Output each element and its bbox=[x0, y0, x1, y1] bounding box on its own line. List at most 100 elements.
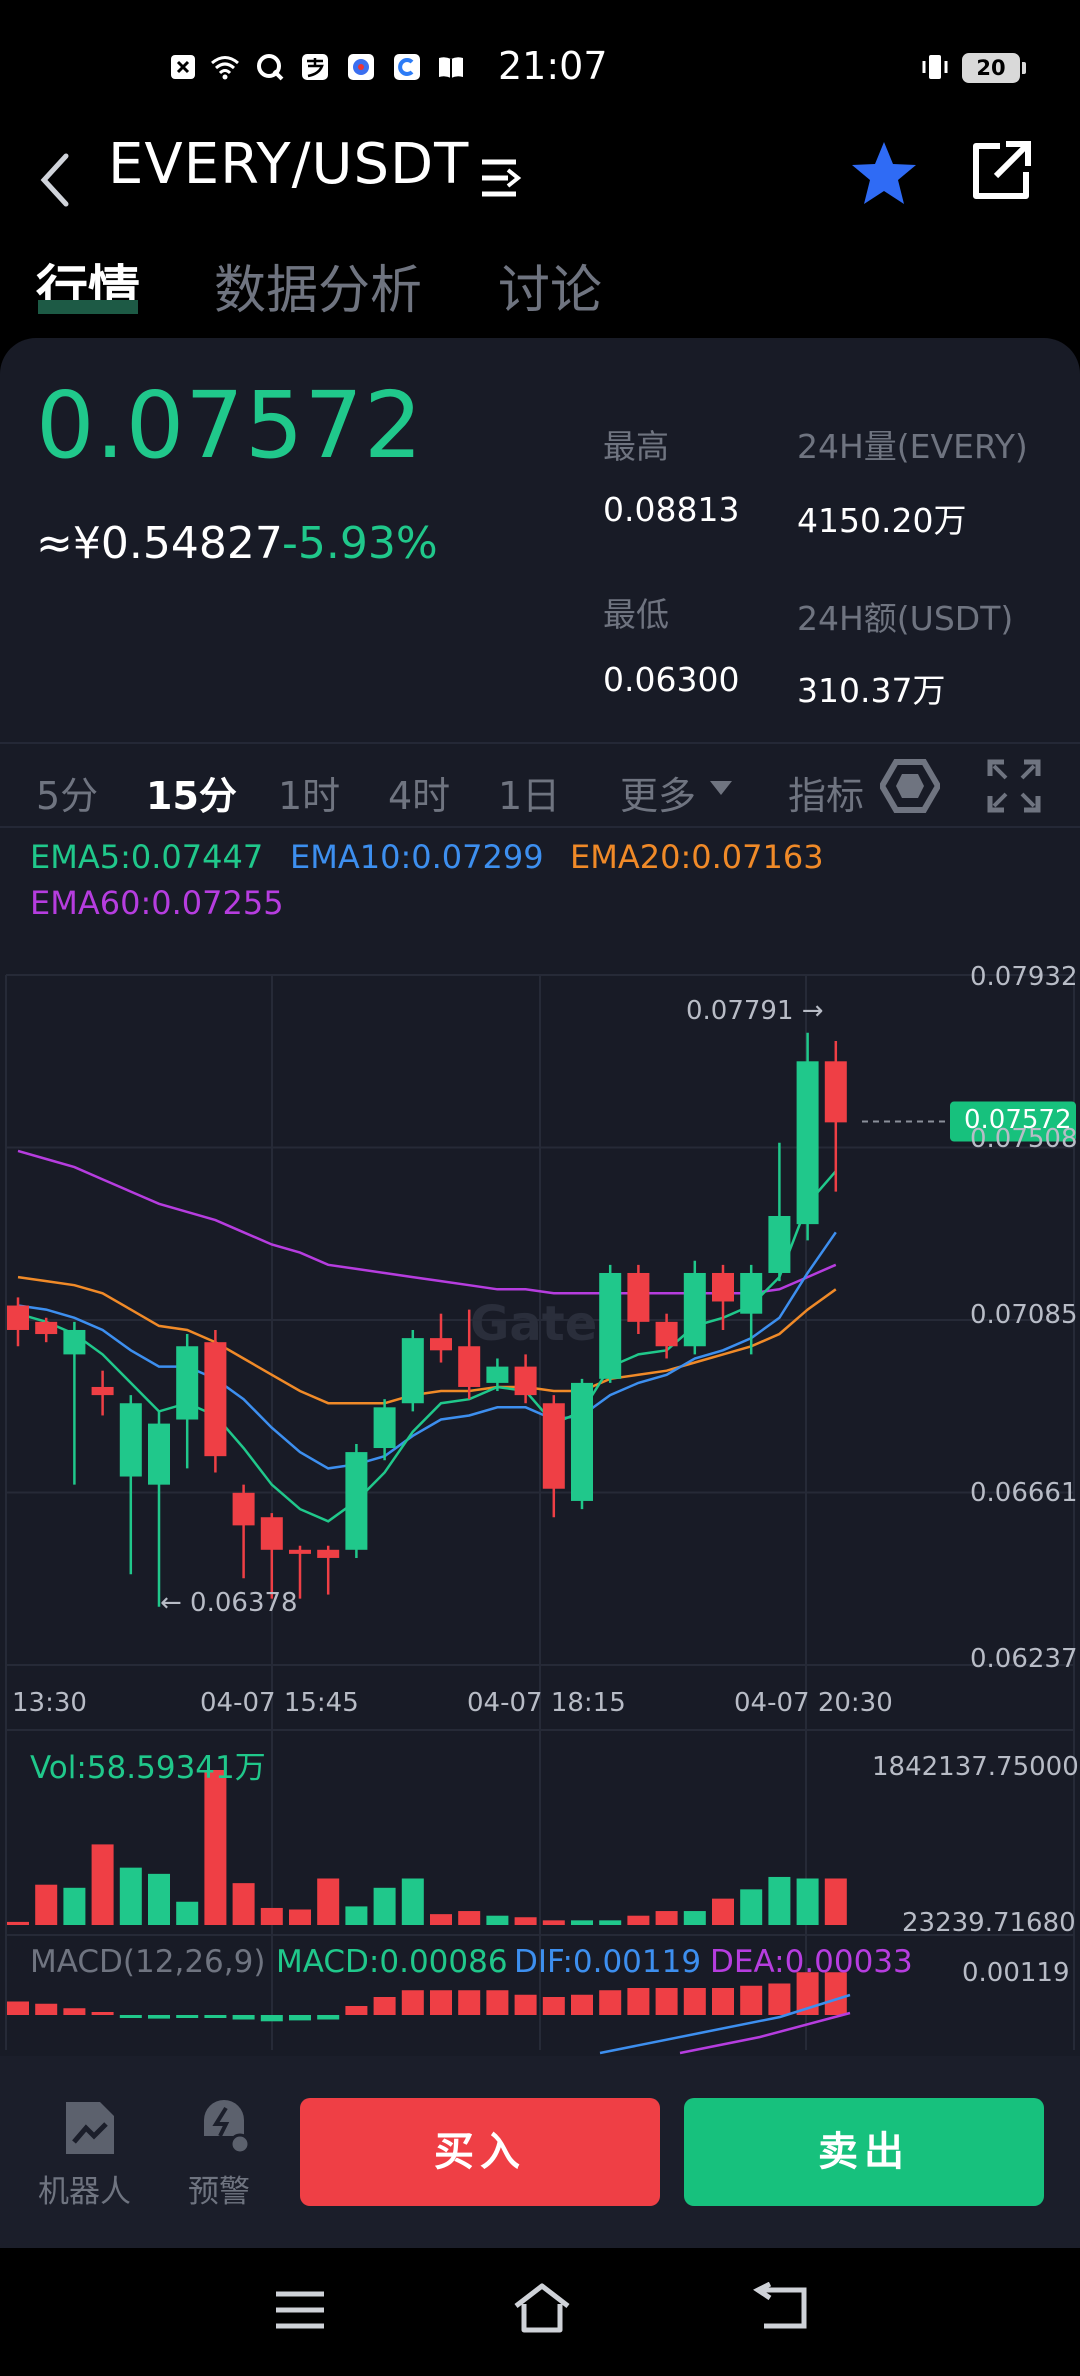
volume-bar bbox=[289, 1909, 311, 1925]
macd-lines bbox=[599, 1993, 851, 2055]
dif-value: DIF:0.00119 bbox=[514, 1944, 702, 1980]
volume-bar bbox=[260, 1907, 283, 1925]
pair-switch-icon[interactable] bbox=[478, 150, 526, 206]
candle bbox=[7, 1305, 29, 1330]
alert-icon[interactable] bbox=[192, 2096, 256, 2160]
volume-bar bbox=[430, 1914, 452, 1925]
macd-bar bbox=[542, 1997, 565, 2015]
share-icon[interactable] bbox=[966, 136, 1036, 206]
last-price: 0.07572 bbox=[36, 372, 424, 479]
volume-bar bbox=[401, 1878, 424, 1925]
back-icon[interactable] bbox=[30, 150, 80, 210]
notification-icon bbox=[171, 55, 195, 79]
y-axis-label: 0.07932 bbox=[970, 962, 1078, 992]
home-icon[interactable] bbox=[510, 2280, 574, 2336]
macd-bar bbox=[768, 1983, 791, 2015]
amount-24h-label: 24H额(USDT) bbox=[797, 599, 1014, 638]
x-axis-label: 13:30 bbox=[12, 1688, 87, 1718]
menu-icon[interactable] bbox=[272, 2288, 328, 2332]
y-axis-label: 0.07508 bbox=[970, 1124, 1078, 1154]
volume-max-label: 1842137.75000 bbox=[872, 1752, 1079, 1782]
macd-bar bbox=[63, 2008, 86, 2015]
robot-icon[interactable] bbox=[60, 2098, 120, 2158]
dea-line bbox=[679, 2011, 851, 2055]
macd-title: MACD(12,26,9) bbox=[30, 1944, 266, 1980]
macd-bar bbox=[683, 1988, 706, 2015]
volume-bar bbox=[655, 1911, 678, 1925]
macd-bar bbox=[486, 1990, 509, 2015]
volume-bar bbox=[458, 1911, 481, 1925]
period-1d[interactable]: 1日 bbox=[498, 774, 561, 818]
app-q-icon bbox=[257, 54, 284, 81]
period-5m[interactable]: 5分 bbox=[36, 774, 99, 818]
vibrate-icon bbox=[922, 55, 948, 79]
wifi-icon bbox=[211, 56, 239, 80]
period-15m[interactable]: 15分 bbox=[146, 774, 237, 818]
volume-bar bbox=[514, 1917, 537, 1925]
candle bbox=[683, 1272, 706, 1347]
volume-bar bbox=[232, 1883, 255, 1925]
candle bbox=[486, 1366, 509, 1383]
volume-bar bbox=[7, 1921, 29, 1925]
back-nav-icon[interactable] bbox=[752, 2282, 812, 2334]
current-price-tag bbox=[950, 1101, 1076, 1142]
tab-discussion[interactable]: 讨论 bbox=[498, 261, 603, 321]
status-time: 21:07 bbox=[498, 44, 608, 88]
robot-label[interactable]: 机器人 bbox=[38, 2174, 131, 2210]
macd-bar bbox=[119, 2015, 142, 2018]
ema20-label: EMA20:0.07163 bbox=[570, 838, 824, 876]
macd-bar bbox=[401, 1990, 424, 2015]
volume-24h-value: 4150.20万 bbox=[797, 501, 967, 540]
candle bbox=[289, 1549, 311, 1554]
candle bbox=[232, 1492, 255, 1526]
page-title: EVERY/USDT bbox=[108, 132, 470, 197]
period-more[interactable]: 更多 bbox=[620, 774, 697, 818]
volume-bar bbox=[683, 1911, 706, 1925]
low-label: 最低 bbox=[603, 595, 669, 634]
candle bbox=[35, 1321, 58, 1335]
alert-label[interactable]: 预警 bbox=[188, 2174, 250, 2210]
candle bbox=[796, 1061, 819, 1225]
fullscreen-icon[interactable] bbox=[986, 758, 1042, 814]
header bbox=[0, 130, 1080, 230]
y-axis-label: 0.07085 bbox=[970, 1300, 1078, 1330]
volume-bar bbox=[542, 1920, 565, 1925]
candle bbox=[514, 1366, 537, 1396]
period-1h[interactable]: 1时 bbox=[278, 774, 341, 818]
volume-bar bbox=[486, 1915, 509, 1925]
macd-bar bbox=[627, 1988, 650, 2015]
kline-chart[interactable]: Gate bbox=[0, 955, 1080, 2055]
volume-bar bbox=[768, 1876, 791, 1925]
system-nav-bar bbox=[0, 2248, 1080, 2376]
change-percent: -5.93% bbox=[282, 518, 438, 569]
macd-bar bbox=[317, 2015, 340, 2020]
candle bbox=[430, 1338, 452, 1351]
high-value: 0.08813 bbox=[603, 490, 740, 529]
candles bbox=[7, 1032, 847, 1607]
sell-button[interactable]: 卖出 bbox=[684, 2098, 1044, 2206]
settings-hex-icon[interactable] bbox=[880, 758, 940, 814]
x-axis-label: 04-07 20:30 bbox=[734, 1688, 893, 1718]
tab-data-analysis[interactable]: 数据分析 bbox=[214, 261, 423, 321]
volume-bar bbox=[91, 1844, 114, 1925]
volume-bar bbox=[627, 1915, 650, 1925]
volume-bar bbox=[35, 1884, 58, 1925]
macd-bar bbox=[712, 1988, 734, 2015]
high-label: 最高 bbox=[603, 427, 669, 466]
indicator-button[interactable]: 指标 bbox=[788, 774, 865, 818]
watermark: Gate bbox=[470, 1296, 597, 1352]
candle bbox=[401, 1338, 424, 1404]
macd-bar bbox=[176, 2015, 199, 2018]
candle bbox=[712, 1272, 734, 1302]
candle bbox=[824, 1061, 847, 1123]
period-4h[interactable]: 4时 bbox=[388, 774, 451, 818]
macd-bar bbox=[824, 1972, 847, 2015]
macd-bar bbox=[599, 1990, 622, 2015]
ema60-line bbox=[17, 1149, 837, 1295]
favorite-star-icon[interactable] bbox=[848, 138, 920, 210]
book-icon bbox=[439, 57, 463, 78]
volume-min-label: 23239.71680 bbox=[902, 1908, 1076, 1938]
candle bbox=[740, 1272, 763, 1314]
buy-button[interactable]: 买入 bbox=[300, 2098, 660, 2206]
macd-axis-label: 0.00119 bbox=[962, 1958, 1070, 1988]
